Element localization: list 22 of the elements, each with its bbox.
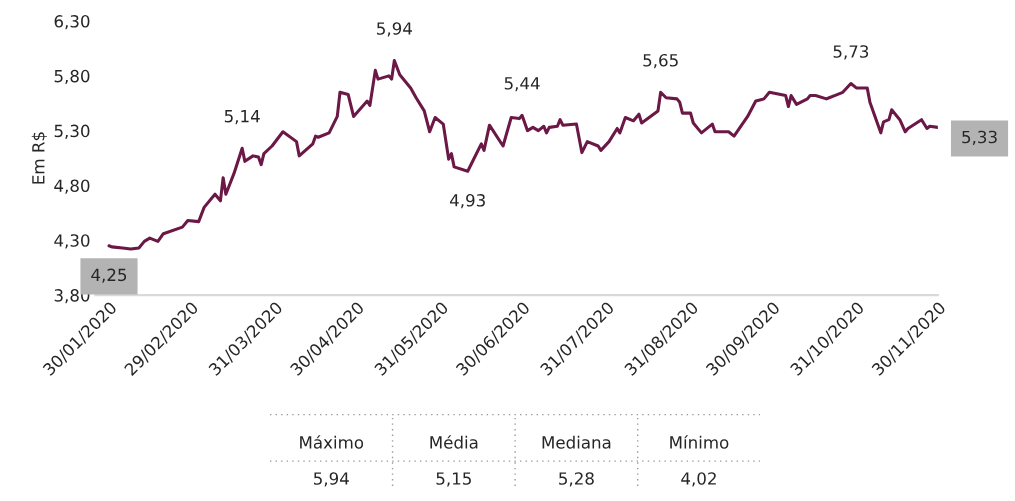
annotation: 5,44: [504, 77, 540, 92]
text: Média: [430, 435, 478, 449]
text: 5,94: [314, 472, 349, 487]
text: 5,28: [559, 472, 594, 487]
y-tick-label: 5,80: [54, 69, 90, 85]
annotation: 5,33: [962, 130, 997, 146]
annotation: 5,65: [643, 53, 678, 69]
annotation: 5,94: [377, 22, 412, 37]
annotation: 4,93: [449, 194, 485, 209]
y-tick-label: 4,30: [54, 234, 90, 249]
text: Mínimo: [670, 435, 729, 449]
annotation: 5,73: [833, 45, 869, 60]
text: Máximo: [300, 435, 364, 449]
y-tick-label: 6,30: [54, 15, 90, 30]
y-tick-label: 5,30: [54, 124, 90, 139]
y-tick-label: 4,80: [54, 179, 90, 194]
annotation: 4,25: [91, 268, 127, 283]
annotation: 5,14: [224, 110, 260, 125]
text: 5,15: [436, 472, 471, 487]
y-axis-title: Em R$: [31, 132, 47, 184]
text: 4,02: [681, 472, 716, 487]
text: Mediana: [542, 435, 611, 449]
